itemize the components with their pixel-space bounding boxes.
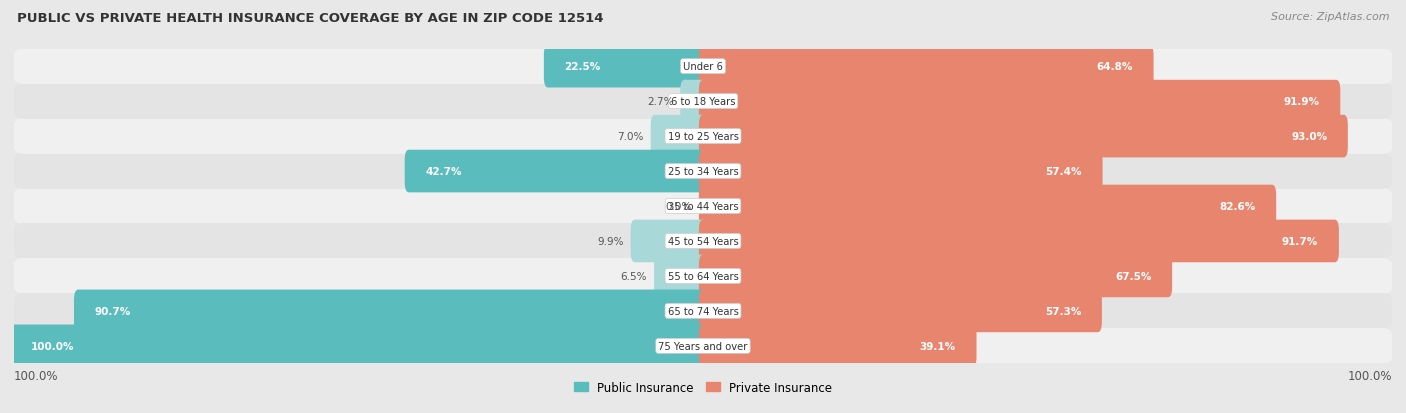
Bar <box>21 50 1385 84</box>
FancyBboxPatch shape <box>699 150 1102 193</box>
Ellipse shape <box>11 119 31 154</box>
Text: Source: ZipAtlas.com: Source: ZipAtlas.com <box>1271 12 1389 22</box>
Text: 100.0%: 100.0% <box>14 369 59 382</box>
Text: 42.7%: 42.7% <box>426 166 461 177</box>
Ellipse shape <box>11 189 31 224</box>
FancyBboxPatch shape <box>544 46 707 88</box>
Bar <box>21 224 1385 259</box>
Text: 82.6%: 82.6% <box>1219 202 1256 211</box>
Text: Under 6: Under 6 <box>683 62 723 72</box>
Ellipse shape <box>11 294 31 329</box>
Text: 39.1%: 39.1% <box>920 341 956 351</box>
Legend: Public Insurance, Private Insurance: Public Insurance, Private Insurance <box>569 376 837 399</box>
FancyBboxPatch shape <box>699 46 1153 88</box>
Bar <box>21 119 1385 154</box>
Text: 7.0%: 7.0% <box>617 132 644 142</box>
Text: 100.0%: 100.0% <box>31 341 75 351</box>
Bar <box>21 154 1385 189</box>
FancyBboxPatch shape <box>631 220 707 263</box>
Ellipse shape <box>1375 84 1395 119</box>
Ellipse shape <box>1375 154 1395 189</box>
Text: 57.4%: 57.4% <box>1046 166 1083 177</box>
Text: 22.5%: 22.5% <box>565 62 600 72</box>
Text: 0.0%: 0.0% <box>665 202 692 211</box>
Ellipse shape <box>11 154 31 189</box>
Ellipse shape <box>1375 259 1395 294</box>
Ellipse shape <box>1375 119 1395 154</box>
Ellipse shape <box>1375 189 1395 224</box>
Text: 35 to 44 Years: 35 to 44 Years <box>668 202 738 211</box>
Text: 91.9%: 91.9% <box>1284 97 1320 107</box>
Text: 57.3%: 57.3% <box>1045 306 1081 316</box>
Ellipse shape <box>1375 224 1395 259</box>
Text: 6.5%: 6.5% <box>620 271 647 281</box>
Ellipse shape <box>1375 329 1395 363</box>
FancyBboxPatch shape <box>699 116 1348 158</box>
FancyBboxPatch shape <box>699 290 1102 332</box>
Text: 67.5%: 67.5% <box>1115 271 1152 281</box>
FancyBboxPatch shape <box>699 185 1277 228</box>
Text: 55 to 64 Years: 55 to 64 Years <box>668 271 738 281</box>
Text: 65 to 74 Years: 65 to 74 Years <box>668 306 738 316</box>
Text: 64.8%: 64.8% <box>1097 62 1133 72</box>
Text: 45 to 54 Years: 45 to 54 Years <box>668 236 738 247</box>
Ellipse shape <box>11 84 31 119</box>
FancyBboxPatch shape <box>699 81 1340 123</box>
Ellipse shape <box>11 329 31 363</box>
Text: 100.0%: 100.0% <box>1347 369 1392 382</box>
Bar <box>21 294 1385 329</box>
FancyBboxPatch shape <box>10 325 707 367</box>
Bar <box>21 84 1385 119</box>
FancyBboxPatch shape <box>75 290 707 332</box>
Text: 75 Years and over: 75 Years and over <box>658 341 748 351</box>
Ellipse shape <box>11 50 31 84</box>
Text: 6 to 18 Years: 6 to 18 Years <box>671 97 735 107</box>
Ellipse shape <box>11 224 31 259</box>
Bar <box>21 329 1385 363</box>
FancyBboxPatch shape <box>654 255 707 297</box>
Text: 2.7%: 2.7% <box>647 97 673 107</box>
Ellipse shape <box>1375 294 1395 329</box>
Text: PUBLIC VS PRIVATE HEALTH INSURANCE COVERAGE BY AGE IN ZIP CODE 12514: PUBLIC VS PRIVATE HEALTH INSURANCE COVER… <box>17 12 603 25</box>
FancyBboxPatch shape <box>699 325 977 367</box>
Text: 19 to 25 Years: 19 to 25 Years <box>668 132 738 142</box>
FancyBboxPatch shape <box>699 255 1173 297</box>
FancyBboxPatch shape <box>651 116 707 158</box>
Ellipse shape <box>11 259 31 294</box>
Bar <box>21 189 1385 224</box>
Text: 93.0%: 93.0% <box>1291 132 1327 142</box>
FancyBboxPatch shape <box>699 220 1339 263</box>
Text: 9.9%: 9.9% <box>598 236 624 247</box>
Bar <box>21 259 1385 294</box>
Text: 90.7%: 90.7% <box>94 306 131 316</box>
Text: 25 to 34 Years: 25 to 34 Years <box>668 166 738 177</box>
Text: 91.7%: 91.7% <box>1282 236 1319 247</box>
Ellipse shape <box>1375 50 1395 84</box>
FancyBboxPatch shape <box>405 150 707 193</box>
FancyBboxPatch shape <box>681 81 707 123</box>
